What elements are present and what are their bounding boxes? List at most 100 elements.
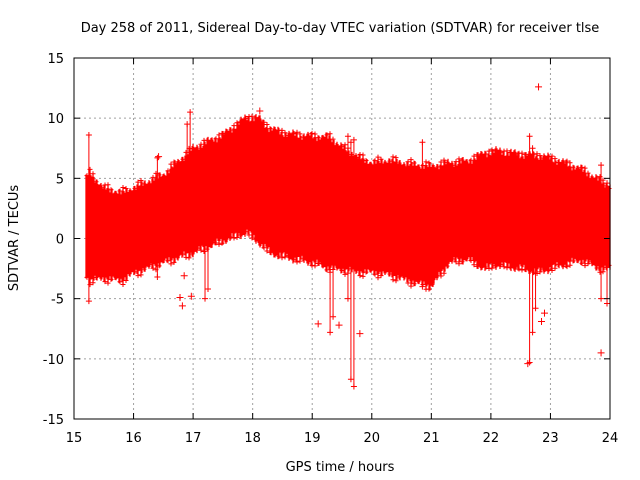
edge-marker: [378, 273, 384, 279]
edge-marker: [570, 164, 576, 170]
y-tick-label: 5: [56, 172, 64, 187]
edge-marker: [342, 142, 348, 148]
edge-marker: [438, 273, 444, 279]
spike-end-marker: [529, 329, 536, 336]
spike-end-marker: [85, 298, 92, 305]
edge-marker: [471, 262, 477, 268]
edge-marker: [567, 262, 573, 268]
y-tick-label: 10: [47, 112, 64, 127]
edge-marker: [552, 265, 558, 271]
edge-marker: [201, 249, 207, 255]
spike-end-marker: [529, 145, 536, 152]
x-tick-label: 20: [364, 431, 381, 446]
spike-end-marker: [350, 383, 357, 390]
spike-end-marker: [202, 295, 209, 302]
edge-marker: [150, 174, 156, 180]
edge-marker: [468, 257, 474, 263]
edge-marker: [489, 265, 495, 271]
edge-marker: [294, 129, 300, 135]
edge-marker: [219, 240, 225, 246]
edge-marker: [408, 283, 414, 289]
axis-ticks: 15 16 17 18 19 20 21 22 23 24 15 10 5 0 -5 -10 -15: [43, 52, 619, 446]
data-layer: [84, 83, 612, 390]
edge-marker: [471, 153, 477, 159]
edge-marker: [261, 245, 267, 251]
edge-marker: [105, 280, 111, 286]
edge-marker: [108, 276, 114, 282]
edge-marker: [135, 273, 141, 279]
edge-marker: [246, 232, 252, 238]
spike-end-marker: [330, 151, 337, 158]
edge-marker: [138, 178, 144, 184]
outlier-point: [535, 83, 543, 91]
edge-marker: [459, 157, 465, 163]
x-tick-label: 15: [66, 431, 83, 446]
spike-end-marker: [184, 247, 191, 254]
edge-marker: [597, 269, 603, 275]
edge-marker: [87, 166, 93, 172]
edge-marker: [393, 155, 399, 161]
y-tick-label: -10: [43, 353, 64, 368]
edge-marker: [426, 286, 432, 292]
edge-marker: [459, 259, 465, 265]
spike-end-marker: [187, 109, 194, 116]
y-tick-label: -5: [51, 293, 64, 308]
edge-marker: [90, 280, 96, 286]
edge-marker: [549, 268, 555, 273]
edge-marker: [216, 132, 222, 138]
edge-marker: [312, 131, 318, 137]
edge-marker: [504, 148, 510, 154]
edge-marker: [123, 186, 129, 192]
edge-marker: [315, 260, 321, 266]
edge-marker: [441, 270, 447, 276]
edge-marker: [282, 254, 288, 260]
edge-marker: [90, 171, 96, 177]
outlier-point: [176, 293, 184, 301]
edge-marker: [171, 259, 177, 265]
edge-marker: [186, 255, 192, 261]
outlier-point: [178, 302, 186, 310]
edge-marker: [234, 120, 240, 126]
edge-marker: [264, 248, 270, 254]
outlier-point: [335, 321, 343, 329]
edge-marker: [453, 259, 459, 265]
edge-marker: [330, 136, 336, 142]
edge-marker: [282, 130, 288, 136]
y-tick-label: 0: [56, 233, 64, 248]
spike-end-marker: [187, 241, 194, 248]
edge-marker: [522, 152, 528, 158]
spike-end-marker: [598, 162, 605, 169]
edge-marker: [552, 156, 558, 162]
outlier-point: [256, 107, 264, 115]
edge-marker: [360, 152, 366, 158]
edge-marker: [579, 260, 585, 266]
edge-marker: [198, 247, 204, 253]
edge-marker: [294, 259, 300, 265]
edge-marker: [87, 282, 93, 288]
spike-end-marker: [154, 154, 161, 161]
edge-marker: [483, 264, 489, 270]
edge-marker: [549, 153, 555, 159]
outlier-point: [538, 318, 546, 326]
x-tick-label: 18: [244, 431, 261, 446]
spike-end-marker: [532, 305, 539, 312]
edge-marker: [393, 278, 399, 284]
spike-end-marker: [205, 157, 211, 164]
edge-marker: [411, 281, 417, 287]
edge-marker: [123, 277, 129, 283]
x-tick-label: 21: [423, 431, 440, 446]
edge-marker: [363, 269, 369, 275]
edge-marker: [564, 264, 570, 270]
edge-marker: [189, 251, 195, 257]
outlier-point: [597, 349, 605, 357]
edge-marker: [564, 158, 570, 164]
edge-marker: [405, 280, 411, 286]
edge-marker: [234, 235, 240, 241]
x-tick-label: 16: [125, 431, 142, 446]
x-tick-label: 22: [483, 431, 500, 446]
edge-marker: [357, 273, 363, 279]
spike-end-marker: [85, 132, 92, 139]
edge-marker: [342, 271, 348, 277]
edge-marker: [516, 266, 522, 272]
edge-marker: [453, 159, 459, 165]
